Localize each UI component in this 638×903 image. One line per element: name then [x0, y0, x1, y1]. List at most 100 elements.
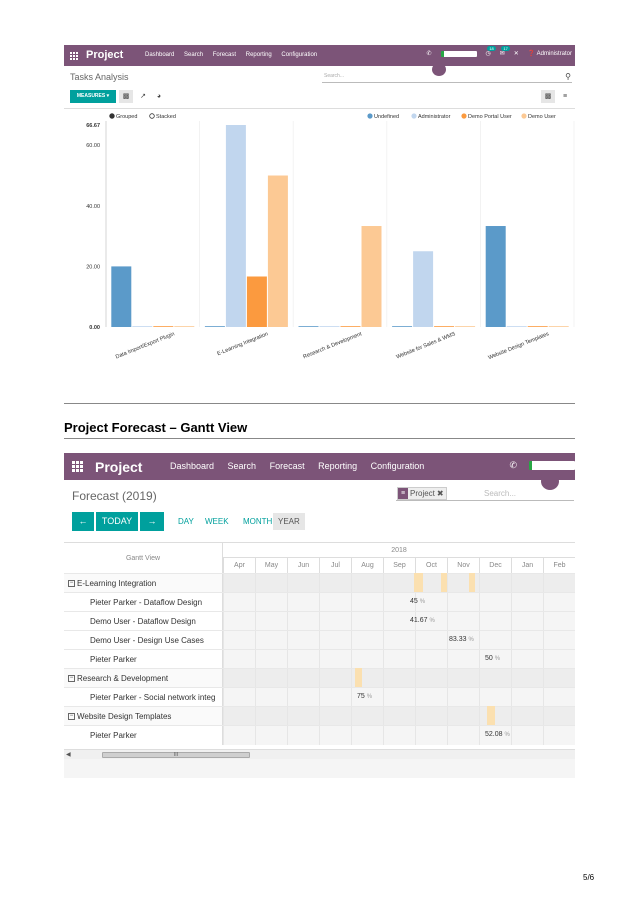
x-tick-label: Website Design Templates — [488, 331, 551, 361]
search-facet[interactable]: ≡ Project ✖ — [397, 487, 447, 500]
nav-dashboard[interactable]: Dashboard — [170, 461, 215, 471]
progress-label: 45 % — [410, 598, 425, 605]
nav-reporting[interactable]: Reporting — [245, 52, 272, 58]
gantt-cell — [287, 688, 319, 707]
nav-dashboard[interactable]: Dashboard — [145, 52, 175, 58]
x-tick-label: Data Import/Export Plugin — [115, 331, 176, 360]
bar — [392, 326, 413, 327]
nav-search[interactable]: Search — [184, 52, 204, 58]
scroll-thumb[interactable]: III — [102, 752, 250, 758]
nav-forecast[interactable]: Forecast — [269, 461, 305, 471]
gantt-summary-bar[interactable] — [355, 668, 362, 687]
horizontal-scrollbar[interactable]: ◀ III — [64, 749, 575, 759]
line-chart-mode-button[interactable]: ↗ — [140, 93, 146, 100]
nav-menu: Dashboard Search Forecast Reporting Conf… — [170, 461, 435, 471]
gantt-cell — [383, 631, 415, 650]
timer-dropdown-tab — [432, 63, 446, 76]
gantt-task-row[interactable]: Pieter Parker 52.08 % — [64, 725, 575, 745]
gantt-month-jan: Jan — [511, 557, 543, 573]
gantt-cell — [511, 574, 543, 593]
nav-menu: Dashboard Search Forecast Reporting Conf… — [145, 52, 325, 58]
gantt-cell — [383, 726, 415, 745]
row-label-text: Pieter Parker — [90, 731, 137, 740]
scale-year-button[interactable]: YEAR — [273, 513, 305, 530]
gantt-group-row[interactable]: − E-Learning Integration — [64, 573, 575, 593]
nav-reporting[interactable]: Reporting — [318, 461, 358, 471]
remove-facet-icon[interactable]: ✖ — [436, 489, 444, 498]
phone-icon[interactable]: ✆ — [426, 51, 432, 57]
gantt-task-row[interactable]: Pieter Parker 50 % — [64, 649, 575, 669]
prev-period-button[interactable]: ← — [72, 512, 94, 531]
gantt-group-row[interactable]: − Research & Development — [64, 668, 575, 688]
gantt-cell — [543, 612, 575, 631]
timer-widget[interactable] — [529, 461, 575, 470]
gantt-row-header: Pieter Parker - Dataflow Design — [64, 593, 223, 612]
gantt-cell — [383, 707, 415, 726]
gantt-summary-bar[interactable] — [414, 573, 423, 592]
app-brand[interactable]: Project — [86, 49, 124, 61]
gantt-cell — [447, 707, 479, 726]
gantt-cell — [543, 726, 575, 745]
nav-search[interactable]: Search — [227, 461, 257, 471]
x-tick-label: Research & Development — [302, 331, 363, 360]
gantt-task-row[interactable]: Pieter Parker - Social network integ 75 % — [64, 687, 575, 707]
phone-icon[interactable]: ✆ — [509, 460, 517, 470]
gantt-cell — [351, 612, 383, 631]
apps-grid-icon[interactable] — [70, 52, 78, 60]
y-tick-label: 20.00 — [86, 264, 100, 270]
pie-chart-mode-button[interactable]: ◕ — [156, 93, 162, 100]
nav-configuration[interactable]: Configuration — [281, 52, 318, 58]
gantt-cell — [255, 631, 287, 650]
screenshot-bottom-rule — [64, 403, 575, 404]
bar — [225, 125, 246, 327]
scale-day-button[interactable]: DAY — [178, 517, 194, 526]
timer-widget[interactable] — [440, 50, 477, 57]
collapse-icon[interactable]: − — [68, 675, 75, 683]
collapse-icon[interactable]: − — [68, 713, 75, 721]
search-placeholder: Search... — [324, 73, 345, 79]
gantt-row-label: Pieter Parker - Social network integ — [90, 688, 222, 707]
gantt-cell — [479, 688, 511, 707]
apps-grid-icon[interactable] — [72, 461, 83, 472]
list-view-button[interactable]: ≡ — [562, 93, 568, 100]
gantt-cell — [447, 688, 479, 707]
app-brand[interactable]: Project — [95, 459, 143, 475]
gantt-row-label: Demo User - Dataflow Design — [90, 612, 222, 631]
gantt-summary-bar[interactable] — [469, 573, 475, 592]
percent-sign: % — [504, 732, 510, 738]
user-menu[interactable]: ❓ Administrator — [528, 50, 572, 57]
top-navbar: Project Dashboard Search Forecast Report… — [64, 45, 575, 66]
gantt-summary-bar[interactable] — [487, 706, 495, 725]
collapse-icon[interactable]: − — [68, 580, 75, 588]
gantt-cell — [255, 612, 287, 631]
nav-configuration[interactable]: Configuration — [370, 461, 425, 471]
gantt-cell — [511, 707, 543, 726]
progress-label: 52.08 % — [485, 731, 510, 738]
search-icon[interactable]: ⚲ — [565, 72, 571, 81]
gantt-cell — [479, 631, 511, 650]
activity-icon[interactable]: ◷ 18 — [485, 46, 496, 57]
nav-forecast[interactable]: Forecast — [212, 52, 237, 58]
search-input[interactable]: Search... ⚲ — [322, 72, 572, 83]
gantt-task-row[interactable]: Demo User - Design Use Cases 83.33 % — [64, 630, 575, 650]
gantt-cell — [255, 574, 287, 593]
search-input[interactable]: Search... — [484, 489, 517, 498]
next-period-button[interactable]: → — [140, 512, 164, 531]
messages-icon[interactable]: ✉ 17 — [499, 46, 510, 57]
scale-week-button[interactable]: WEEK — [205, 517, 229, 526]
row-label-text: Demo User - Dataflow Design — [90, 617, 196, 626]
gantt-group-row[interactable]: − Website Design Templates — [64, 706, 575, 726]
bar-chart-mode-button[interactable]: ▩ — [119, 90, 133, 103]
graph-view-button[interactable]: ▩ — [541, 90, 555, 103]
today-button[interactable]: TODAY — [96, 512, 138, 531]
scroll-left-icon[interactable]: ◀ — [66, 752, 71, 758]
gantt-task-row[interactable]: Demo User - Dataflow Design 41.67 % — [64, 611, 575, 631]
bar-chart: Grouped Stacked Undefined Administrator Demo… — [86, 113, 575, 361]
search-bar[interactable]: ≡ Project ✖ Search... — [396, 486, 574, 501]
row-label-text: Pieter Parker - Social network integ — [90, 693, 216, 702]
gantt-summary-bar[interactable] — [441, 573, 447, 592]
measures-dropdown-button[interactable]: MEASURES ▾ — [70, 90, 116, 103]
scale-month-button[interactable]: MONTH — [243, 517, 273, 526]
gantt-task-row[interactable]: Pieter Parker - Dataflow Design 45 % — [64, 592, 575, 612]
tools-icon[interactable]: ✕ — [513, 51, 519, 57]
